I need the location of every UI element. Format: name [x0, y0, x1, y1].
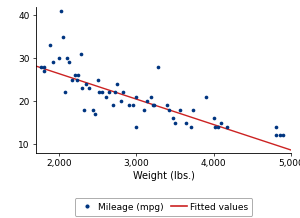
Point — [66, 61, 71, 64]
Point — [188, 125, 193, 129]
Point — [126, 104, 131, 107]
Point — [95, 78, 100, 81]
Point — [212, 125, 217, 129]
Point — [82, 108, 86, 111]
Point — [150, 104, 155, 107]
Point — [112, 91, 117, 94]
Point — [47, 43, 52, 47]
Point — [149, 95, 154, 99]
Point — [84, 82, 88, 86]
Point — [91, 108, 96, 111]
Point — [100, 91, 105, 94]
Point — [118, 99, 123, 103]
Point — [92, 112, 97, 116]
Point — [130, 104, 135, 107]
Point — [103, 95, 108, 99]
Point — [190, 108, 195, 111]
Point — [63, 91, 68, 94]
Point — [142, 108, 147, 111]
Point — [274, 125, 279, 129]
Point — [75, 73, 80, 77]
Point — [111, 104, 116, 107]
Point — [121, 91, 126, 94]
Point — [86, 86, 91, 90]
Point — [61, 35, 65, 38]
Point — [152, 104, 157, 107]
Point — [38, 65, 43, 68]
Point — [75, 78, 80, 81]
Point — [173, 121, 178, 124]
Point — [57, 56, 62, 60]
Point — [156, 65, 161, 68]
Point — [72, 73, 77, 77]
Point — [278, 134, 283, 137]
Point — [177, 108, 182, 111]
Point — [211, 116, 216, 120]
Point — [165, 104, 170, 107]
Point — [115, 82, 119, 86]
Legend: Mileage (mpg), Fitted values: Mileage (mpg), Fitted values — [74, 198, 253, 216]
Point — [215, 125, 220, 129]
Point — [134, 125, 139, 129]
Point — [167, 108, 171, 111]
Point — [170, 116, 175, 120]
Point — [64, 56, 69, 60]
X-axis label: Weight (lbs.): Weight (lbs.) — [133, 171, 194, 181]
Point — [80, 86, 85, 90]
Point — [204, 95, 208, 99]
Point — [69, 78, 74, 81]
Point — [106, 91, 111, 94]
Point — [51, 61, 56, 64]
Point — [78, 52, 83, 56]
Point — [281, 134, 286, 137]
Point — [133, 95, 138, 99]
Point — [41, 69, 46, 73]
Point — [145, 99, 150, 103]
Point — [273, 134, 278, 137]
Point — [224, 125, 229, 129]
Point — [97, 91, 102, 94]
Point — [219, 121, 224, 124]
Point — [41, 65, 46, 68]
Point — [184, 121, 188, 124]
Point — [58, 9, 63, 13]
